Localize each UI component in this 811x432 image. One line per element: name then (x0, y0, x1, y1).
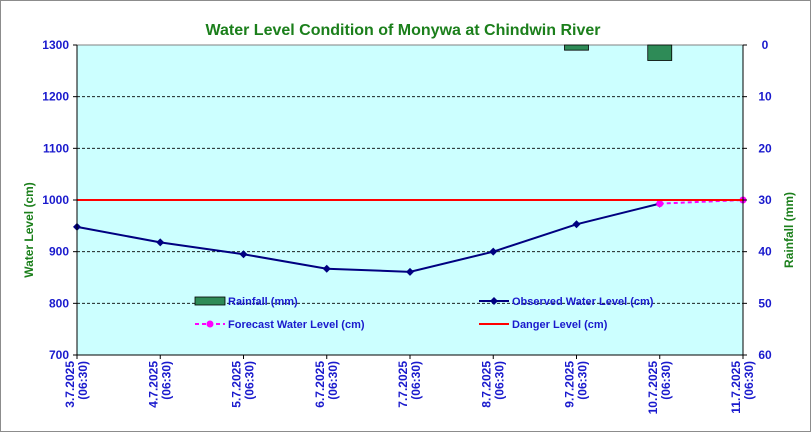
y-tick-label: 1300 (42, 38, 69, 52)
y2-tick-label: 50 (758, 296, 772, 310)
rainfall-bars (564, 44, 673, 61)
y2-tick-label: 0 (762, 38, 769, 52)
legend-label: Danger Level (cm) (512, 319, 608, 331)
x-tick-label-time: (06:30) (659, 361, 673, 400)
x-tick-label-time: (06:30) (326, 361, 340, 400)
x-tick-label-time: (06:30) (409, 361, 423, 400)
x-tick-label: 5.7.2025 (230, 361, 244, 408)
x-tick-label: 3.7.2025 (63, 361, 77, 408)
observed-line (76, 202, 660, 273)
x-tick-label: 9.7.2025 (563, 361, 577, 408)
observed-point (489, 247, 498, 256)
y-tick-label: 1200 (42, 90, 69, 104)
x-tick-label: 6.7.2025 (313, 361, 327, 408)
y-tick-label: 800 (49, 296, 69, 310)
observed-point (406, 267, 414, 276)
x-tick-label: 11.7.2025 (729, 361, 743, 414)
forecast-point (656, 200, 664, 208)
x-tick-label: 4.7.2025 (146, 361, 160, 408)
y2-tick-label: 30 (758, 193, 772, 207)
x-tick-label: 8.7.2025 (479, 361, 493, 408)
y2-tick-label: 40 (758, 245, 772, 259)
axes: 1300 1200 1100 1000 900 800 700 0 10 20 30 40 50 60 3.… (42, 38, 772, 414)
y2-axis-title: Rainfall (mm) (782, 192, 796, 268)
legend-marker-forecast (206, 320, 214, 328)
y-axis-title: Water Level (cm) (22, 182, 36, 278)
y2-tick-label: 60 (758, 348, 772, 362)
y-tick-label: 900 (49, 245, 69, 259)
x-tick-label-time: (06:30) (76, 361, 90, 400)
observed-point (239, 250, 248, 259)
legend: Rainfall (mm) Observed Water Level (cm) Fo… (194, 296, 654, 331)
y-tick-label: 1000 (42, 193, 69, 207)
legend-label: Rainfall (mm) (228, 296, 298, 308)
y2-tick-label: 10 (758, 90, 772, 104)
x-tick-label-time: (06:30) (492, 361, 506, 400)
series-lines (73, 196, 747, 276)
chart-title: Water Level Condition of Monywa at Chind… (206, 22, 601, 39)
y-tick-label: 1100 (43, 141, 69, 155)
x-tick-label: 10.7.2025 (646, 361, 660, 415)
legend-swatch-rainfall (194, 296, 226, 306)
x-tick-label-time: (06:30) (576, 361, 590, 400)
x-tick-label-time: (06:30) (742, 361, 756, 400)
x-tick-label: 7.7.2025 (396, 361, 410, 408)
x-tick-label-time: (06:30) (243, 361, 257, 400)
y-tick-label: 700 (49, 348, 69, 362)
legend-marker-observed (490, 297, 498, 305)
legend-label: Forecast Water Level (cm) (228, 319, 365, 331)
y2-tick-label: 20 (758, 141, 772, 155)
legend-label: Observed Water Level (cm) (512, 296, 654, 308)
observed-point (156, 238, 165, 247)
rainfall-bar (564, 44, 589, 51)
x-tick-label-time: (06:30) (159, 361, 173, 400)
observed-point (572, 220, 581, 229)
observed-point (322, 264, 331, 273)
rainfall-bar (647, 44, 673, 61)
